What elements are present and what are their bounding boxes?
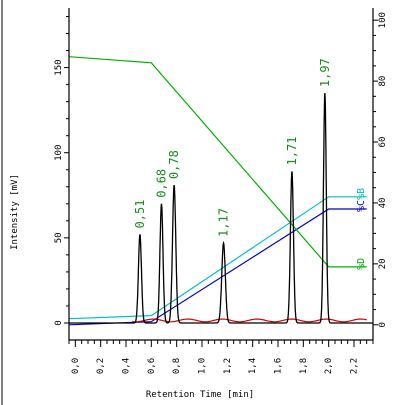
y-tick-label: 150 [54,59,64,75]
peak-label: 0,68 [154,169,168,198]
y2-tick-label: 40 [378,198,388,209]
bottom-axis: 0,0 0,2 0,4 0,6 0,8 1,0 1,2 1,4 1,6 1,8 2,0 2,2 [68,340,374,374]
x-tick-label: 0,0 [71,358,81,374]
peak-label: 0,51 [133,200,147,229]
y-tick-label: 100 [54,145,64,161]
traces [68,56,373,326]
y2-tick-label: 60 [378,137,388,148]
peak-label: 0,78 [167,150,181,179]
x-tick-label: 0,6 [147,358,157,374]
x-tick-label: 1,4 [248,358,258,374]
x-tick-label: 1,8 [299,358,309,374]
series-tag: %C [356,200,367,212]
x-axis-title: Retention Time [min] [146,390,254,400]
x-tick-label: 1,6 [274,358,284,374]
series-tag: %B [356,188,367,200]
series-line-0 [68,196,367,320]
signal-trace [69,93,373,324]
y-tick-label: 50 [54,232,64,243]
x-tick-label: 0,8 [172,358,182,374]
x-tick-label: 2,2 [350,358,360,374]
x-tick-label: 2,0 [324,358,334,374]
peak-label: 1,17 [217,208,231,237]
right-axis: 0 20 40 60 80 100 [373,12,388,327]
x-tick-label: 1,2 [223,358,233,374]
x-tick-label: 0,4 [122,358,132,374]
peak-labels: 0,51 0,680,78 1,17 1,71 1,97 %B%C %D [133,58,367,270]
y2-tick-label: 80 [378,76,388,87]
peak-label: 1,71 [285,137,299,166]
baseline-trace [132,318,367,323]
y2-tick-label: 100 [378,12,388,28]
series-tag: %D [356,258,367,270]
y2-tick-label: 20 [378,258,388,269]
series-line-2 [68,56,367,268]
y-tick-label: 0 [54,320,64,325]
x-tick-label: 1,0 [198,358,208,374]
peak-label: 1,97 [318,58,332,87]
x-tick-label: 0,2 [96,358,106,374]
y-axis-title: Intensity [mV] [10,174,20,250]
y2-tick-label: 0 [378,322,388,327]
